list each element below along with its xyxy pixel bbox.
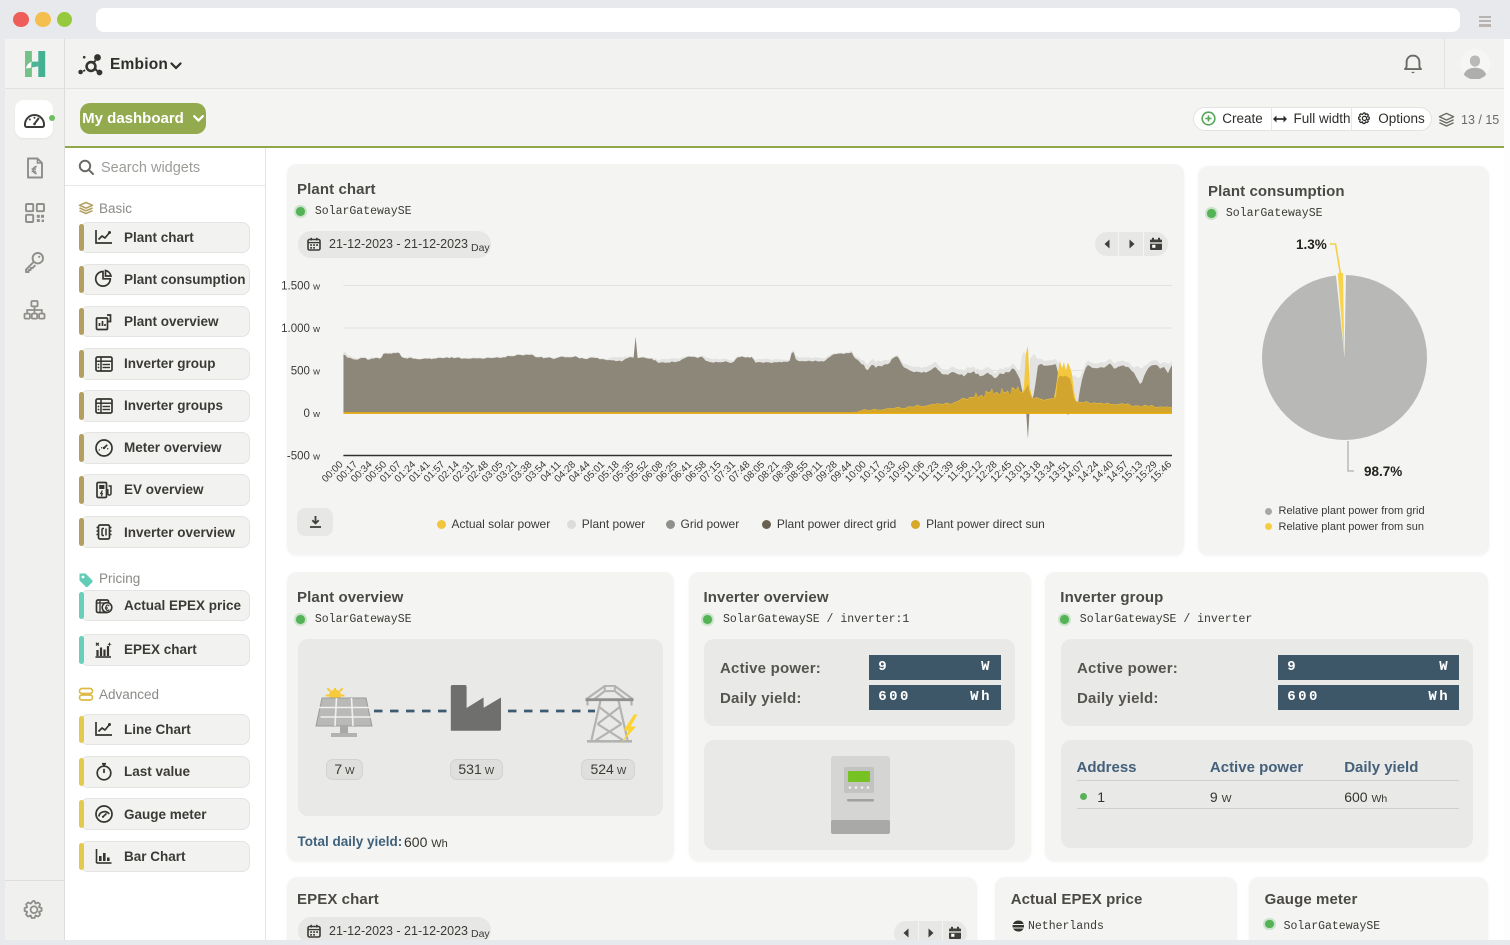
svg-text:1.500 w: 1.500 w	[281, 281, 320, 293]
svg-text:1.000 w: 1.000 w	[281, 323, 320, 335]
svg-text:500 w: 500 w	[291, 366, 320, 378]
svg-text:€: €	[105, 602, 110, 612]
svg-text:1.3%: 1.3%	[1296, 237, 1327, 252]
svg-text:0 w: 0 w	[304, 408, 321, 420]
svg-text:-500 w: -500 w	[287, 451, 320, 463]
svg-text:98.7%: 98.7%	[1364, 464, 1402, 479]
